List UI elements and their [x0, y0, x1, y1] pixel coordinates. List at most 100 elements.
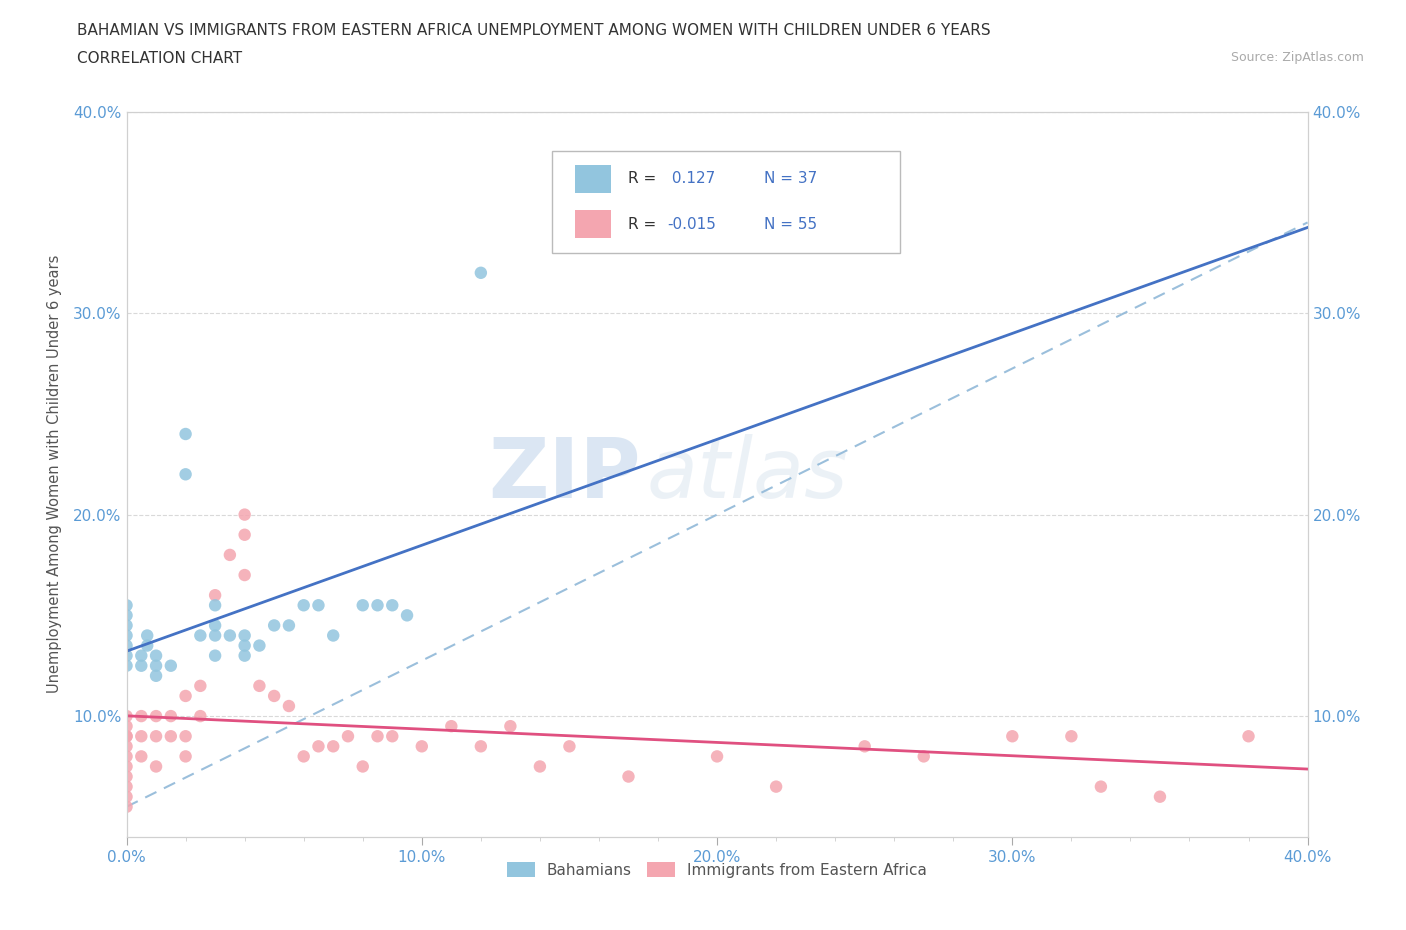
Point	[160, 709, 183, 724]
Point	[115, 628, 138, 643]
Point	[204, 648, 226, 663]
Point	[129, 709, 153, 724]
Bar	[575, 210, 610, 238]
Point	[706, 749, 728, 764]
Point	[529, 759, 551, 774]
Point	[115, 749, 138, 764]
Point	[617, 769, 640, 784]
Point	[115, 658, 138, 673]
Point	[115, 648, 138, 663]
Point	[263, 618, 285, 633]
Point	[115, 618, 138, 633]
Point	[278, 698, 301, 713]
Point	[204, 598, 226, 613]
Point	[233, 628, 256, 643]
Point	[308, 598, 330, 613]
Text: Source: ZipAtlas.com: Source: ZipAtlas.com	[1230, 51, 1364, 64]
Point	[136, 638, 159, 653]
Text: N = 55: N = 55	[765, 217, 817, 232]
Point	[115, 769, 138, 784]
Point	[381, 598, 404, 613]
Text: CORRELATION CHART: CORRELATION CHART	[77, 51, 242, 66]
Point	[188, 679, 212, 694]
Point	[912, 749, 935, 764]
Point	[352, 759, 374, 774]
Point	[470, 265, 492, 280]
Point	[145, 729, 167, 744]
Point	[115, 719, 138, 734]
Point	[115, 598, 138, 613]
Point	[136, 628, 159, 643]
Bar	[575, 165, 610, 193]
Point	[129, 648, 153, 663]
Point	[115, 790, 138, 804]
Text: ZIP: ZIP	[488, 433, 640, 515]
Point	[204, 628, 226, 643]
Point	[263, 688, 285, 703]
Point	[129, 749, 153, 764]
Point	[1090, 779, 1112, 794]
Point	[233, 567, 256, 582]
Point	[367, 598, 389, 613]
Point	[292, 749, 315, 764]
Point	[160, 729, 183, 744]
Point	[219, 628, 242, 643]
Point	[204, 618, 226, 633]
Point	[322, 738, 344, 753]
Point	[129, 729, 153, 744]
Point	[145, 669, 167, 684]
Text: 0.127: 0.127	[668, 171, 716, 186]
Text: N = 37: N = 37	[765, 171, 817, 186]
Text: R =: R =	[628, 217, 662, 232]
Point	[115, 759, 138, 774]
Point	[440, 719, 463, 734]
Point	[233, 527, 256, 542]
Point	[219, 548, 242, 563]
Text: atlas: atlas	[647, 433, 848, 515]
Point	[115, 738, 138, 753]
Point	[115, 729, 138, 744]
Text: BAHAMIAN VS IMMIGRANTS FROM EASTERN AFRICA UNEMPLOYMENT AMONG WOMEN WITH CHILDRE: BAHAMIAN VS IMMIGRANTS FROM EASTERN AFRI…	[77, 23, 991, 38]
Point	[381, 729, 404, 744]
Point	[174, 729, 197, 744]
Point	[322, 628, 344, 643]
Point	[499, 719, 522, 734]
Point	[352, 598, 374, 613]
Point	[411, 738, 433, 753]
Point	[145, 658, 167, 673]
Point	[1001, 729, 1024, 744]
Point	[115, 709, 138, 724]
Point	[145, 759, 167, 774]
Point	[1060, 729, 1083, 744]
Point	[367, 729, 389, 744]
Point	[308, 738, 330, 753]
Point	[115, 800, 138, 815]
Point	[174, 467, 197, 482]
Point	[278, 618, 301, 633]
Point	[853, 738, 876, 753]
Point	[1237, 729, 1260, 744]
Point	[160, 658, 183, 673]
Point	[174, 427, 197, 442]
Point	[129, 658, 153, 673]
Point	[188, 628, 212, 643]
Point	[145, 648, 167, 663]
Legend: Bahamians, Immigrants from Eastern Africa: Bahamians, Immigrants from Eastern Afric…	[501, 856, 934, 884]
Text: -0.015: -0.015	[668, 217, 716, 232]
Point	[249, 638, 271, 653]
Point	[396, 608, 419, 623]
Point	[558, 738, 581, 753]
Point	[145, 709, 167, 724]
Point	[174, 749, 197, 764]
Point	[292, 598, 315, 613]
Text: R =: R =	[628, 171, 662, 186]
Y-axis label: Unemployment Among Women with Children Under 6 years: Unemployment Among Women with Children U…	[46, 255, 62, 694]
Point	[1149, 790, 1171, 804]
Point	[115, 729, 138, 744]
Point	[233, 507, 256, 522]
Point	[174, 688, 197, 703]
Point	[337, 729, 360, 744]
Point	[188, 709, 212, 724]
Point	[115, 779, 138, 794]
Point	[470, 738, 492, 753]
